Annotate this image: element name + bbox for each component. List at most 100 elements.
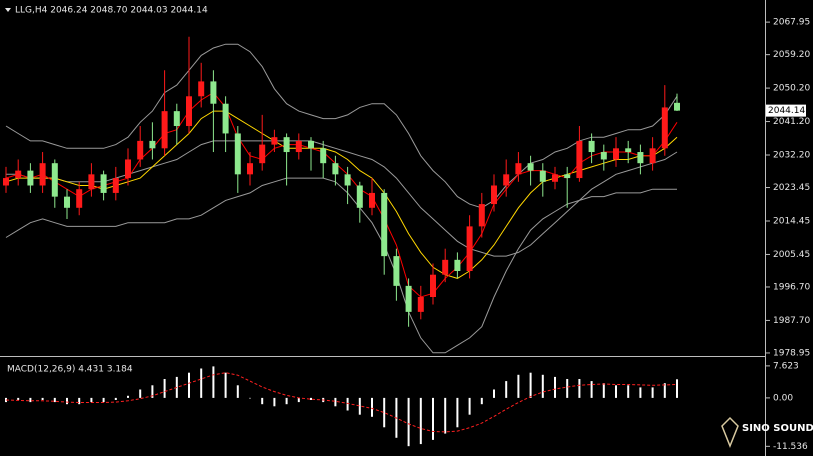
candle-body — [466, 226, 473, 271]
macd-bar — [29, 397, 32, 403]
watermark-text: SINO SOUND — [742, 423, 813, 434]
macd-bar — [114, 397, 117, 400]
candle-body — [613, 148, 619, 160]
candle-body — [100, 174, 107, 193]
candle-body — [674, 102, 680, 111]
candle-body — [15, 170, 22, 179]
macd-bar — [371, 397, 373, 417]
y-tick-label: 2041.20 — [773, 117, 810, 127]
macd-bar — [346, 397, 349, 411]
macd-bar — [358, 397, 361, 415]
candle-body — [51, 163, 58, 197]
menu-icon[interactable] — [5, 8, 11, 12]
macd-bar — [541, 374, 544, 398]
candle-body — [186, 96, 192, 127]
macd-bar — [127, 395, 129, 398]
y-tick-label: 1996.70 — [773, 282, 810, 292]
candle-body — [332, 163, 339, 175]
candle-body — [442, 259, 449, 275]
macd-bar — [590, 381, 593, 398]
candle-body — [478, 204, 485, 227]
macd-bar — [53, 397, 56, 403]
candle-body — [491, 185, 497, 205]
watermark: SINO SOUND — [721, 416, 813, 449]
y-tick-label: 2023.45 — [773, 183, 810, 193]
macd-bar — [602, 383, 605, 398]
chart-title: LLG,H4 2046.24 2048.70 2044.03 2044.14 — [15, 6, 208, 16]
candle-body — [283, 137, 290, 153]
candle-body — [76, 189, 83, 208]
macd-bar — [151, 385, 154, 398]
candle-body — [198, 81, 205, 97]
indicator-line — [5, 91, 678, 298]
macd-bar — [493, 389, 495, 398]
macd-bar — [212, 366, 215, 398]
macd-bar — [310, 397, 312, 400]
y-tick-label: 1978.95 — [773, 348, 810, 358]
candle-body — [576, 140, 583, 179]
y-tick-label: -11.536 — [773, 442, 808, 452]
macd-bar — [676, 379, 678, 398]
macd-bar — [432, 397, 434, 440]
candle-body — [173, 111, 180, 127]
candle-body — [222, 103, 229, 134]
y-tick-label: 2050.20 — [773, 84, 810, 94]
macd-bar — [188, 372, 190, 398]
macd-bar — [651, 387, 654, 398]
macd-bar — [663, 383, 666, 398]
candle-body — [356, 185, 363, 208]
candle-body — [381, 192, 388, 257]
y-tick-label: 2032.20 — [773, 151, 810, 161]
candle-body — [39, 163, 46, 186]
candle-body — [515, 163, 522, 175]
candle-body — [149, 140, 156, 149]
macd-bar — [480, 397, 483, 405]
candle-body — [320, 148, 327, 164]
macd-bar — [554, 376, 556, 398]
candle-body — [27, 170, 34, 186]
y-tick-label: 2067.95 — [773, 18, 810, 28]
y-tick-label: 7.623 — [773, 361, 799, 371]
macd-bar — [578, 378, 581, 398]
macd-bar — [236, 385, 239, 398]
candle-body — [588, 140, 595, 153]
candle-body — [454, 259, 461, 271]
y-tick-label: 1987.70 — [773, 316, 810, 326]
macd-bar — [5, 397, 7, 403]
macd-bar — [297, 397, 300, 403]
candle-body — [259, 144, 266, 164]
macd-bar — [200, 368, 203, 398]
candle-body — [112, 178, 119, 193]
candle-body — [88, 174, 95, 190]
candle-body — [271, 137, 278, 145]
macd-bar — [639, 387, 642, 398]
last-price-label: 2044.14 — [768, 106, 805, 116]
macd-bar — [285, 397, 288, 405]
candle-body — [344, 174, 351, 186]
y-tick-label: 2005.45 — [773, 250, 810, 260]
macd-bar — [444, 397, 447, 434]
last-price-box — [766, 104, 806, 117]
candle-body — [308, 140, 314, 149]
y-tick-label: 2014.45 — [773, 216, 810, 226]
candle-body — [3, 178, 9, 186]
candle-body — [393, 256, 400, 286]
candle-body — [661, 107, 668, 149]
macd-bar — [505, 381, 508, 398]
candle-body — [64, 196, 70, 208]
macd-bar — [456, 397, 459, 428]
macd-bar — [17, 397, 20, 400]
macd-bar — [615, 385, 617, 398]
macd-bar — [566, 378, 569, 398]
macd-bar — [517, 374, 520, 398]
macd-bar — [139, 389, 142, 398]
macd-bar — [66, 397, 68, 405]
candle-body — [125, 159, 131, 179]
candle-body — [295, 140, 302, 153]
macd-bar — [407, 397, 410, 447]
candle-body — [564, 174, 571, 179]
macd-bar — [102, 397, 105, 403]
macd-bar — [334, 397, 337, 407]
signal-line — [5, 372, 678, 433]
